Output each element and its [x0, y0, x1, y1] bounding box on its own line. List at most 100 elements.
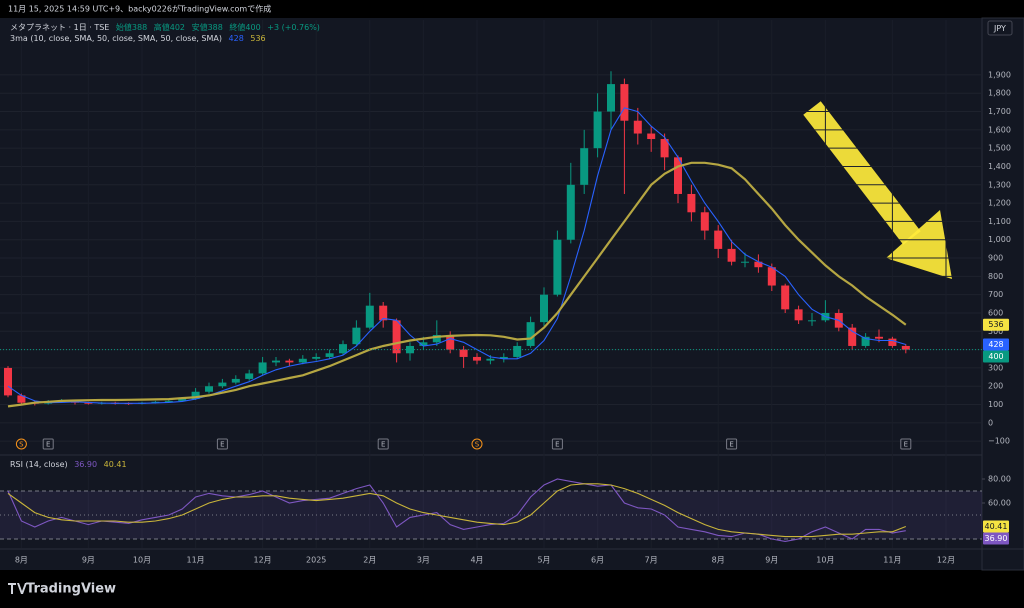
price-legend: メタプラネット · 1日 · TSE 始値388 高値402 安値388 終値4… — [10, 22, 324, 33]
candle-body — [392, 320, 401, 354]
candle-body — [298, 358, 307, 363]
event-label: E — [904, 441, 908, 449]
series-line — [7, 161, 907, 408]
x-tick-label: 10月 — [816, 556, 834, 565]
y-tick-label: 1,300 — [988, 180, 1011, 189]
event-label: E — [729, 441, 733, 449]
candle-body — [379, 305, 388, 321]
candle-body — [419, 342, 428, 346]
event-label: E — [381, 441, 385, 449]
x-tick-label: 4月 — [470, 556, 483, 565]
event-label: E — [220, 441, 224, 449]
y-tick-label: 100 — [988, 400, 1003, 409]
candle-body — [459, 349, 468, 357]
candle-body — [553, 239, 562, 295]
ma-legend: 3ma (10, close, SMA, 50, close, SMA, 50,… — [10, 34, 270, 43]
candle-body — [660, 139, 669, 158]
candle-body — [339, 344, 347, 354]
candle-body — [151, 401, 160, 403]
candle-body — [674, 157, 682, 194]
ma10-label-box — [983, 338, 1009, 351]
currency-box[interactable] — [987, 20, 1013, 36]
y-tick-label: 80.00 — [988, 475, 1011, 484]
series-line — [7, 107, 906, 404]
y-tick-label: 200 — [988, 382, 1003, 391]
event-marker — [726, 438, 738, 450]
candle-body — [406, 345, 414, 354]
event-label: S — [475, 441, 480, 449]
arrow-head — [886, 210, 952, 279]
currency: JPY — [993, 24, 1006, 33]
ma50-label-box — [983, 318, 1009, 331]
candle-body — [848, 327, 857, 346]
indicator: 3ma (10, close, SMA, 50, close, SMA, 50,… — [10, 34, 222, 43]
x-tick-label: 8月 — [712, 556, 725, 565]
y-tick-label: −100 — [988, 437, 1010, 446]
x-tick-label: 12月 — [937, 556, 955, 565]
candle-body — [861, 336, 870, 346]
candle-body — [754, 261, 763, 268]
rsi-legend: RSI (14, close) 36.90 40.41 — [10, 460, 131, 469]
y-tick-label: 60.00 — [988, 499, 1011, 508]
event-marker — [15, 438, 27, 450]
y-tick-label: 1,700 — [988, 107, 1011, 116]
candle-body — [607, 84, 615, 112]
candle-body — [258, 362, 267, 374]
candle-body — [875, 336, 883, 339]
event-marker — [471, 438, 483, 450]
rsi-label: 36.90 — [985, 534, 1008, 543]
chart-background — [0, 18, 1024, 570]
x-tick-label: 7月 — [645, 556, 658, 565]
symbol: メタプラネット · 1日 · TSE — [10, 23, 110, 32]
candle-body — [513, 345, 522, 357]
y-tick-label: 1,900 — [988, 70, 1011, 79]
x-tick-label: 2月 — [363, 556, 376, 565]
y-tick-label: 1,000 — [988, 235, 1011, 244]
candle-body — [741, 261, 749, 263]
y-tick-label: 500 — [988, 327, 1003, 336]
x-tick-label: 3月 — [417, 556, 430, 565]
candle-body — [432, 334, 441, 343]
event-label: E — [555, 441, 559, 449]
y-tick-label: 1,200 — [988, 199, 1011, 208]
candle-body — [901, 345, 910, 350]
candle-body — [352, 327, 361, 345]
event-marker — [42, 438, 54, 450]
candle-body — [446, 334, 455, 350]
x-tick-label: 12月 — [254, 556, 272, 565]
candle-body — [566, 184, 575, 240]
candle-body — [231, 378, 240, 383]
candle-body — [325, 353, 334, 357]
x-tick-label: 10月 — [133, 556, 151, 565]
candle-body — [499, 356, 508, 359]
y-tick-label: 0 — [988, 418, 993, 427]
candle-body — [245, 373, 254, 379]
change: +3 (+0.76%) — [267, 23, 320, 32]
rsi-band — [0, 491, 982, 539]
candle-body — [593, 111, 602, 149]
rsi-value: 36.90 — [74, 460, 98, 469]
x-tick-label: 6月 — [591, 556, 604, 565]
series-line — [7, 483, 907, 538]
candle-body — [473, 356, 481, 361]
candle-body — [808, 320, 816, 322]
ohlc: 始値388 — [115, 23, 148, 32]
price-axis — [981, 17, 1024, 571]
candle-body — [272, 360, 280, 363]
y-tick-label: 900 — [988, 254, 1003, 263]
x-tick-label: 9月 — [765, 556, 778, 565]
ohlc: 安値388 — [191, 23, 223, 32]
candle-body — [647, 133, 656, 140]
candle-body — [714, 230, 723, 249]
candle-body — [312, 356, 321, 359]
event-label: E — [46, 441, 50, 449]
candle-body — [781, 285, 790, 310]
candle-body — [540, 294, 548, 323]
brand-logo — [8, 583, 27, 594]
candle-body — [700, 212, 709, 231]
x-tick-label: 11月 — [883, 556, 901, 565]
event-label: S — [19, 441, 24, 449]
y-tick-label: 300 — [988, 363, 1003, 372]
brand: TradingView — [26, 582, 116, 597]
